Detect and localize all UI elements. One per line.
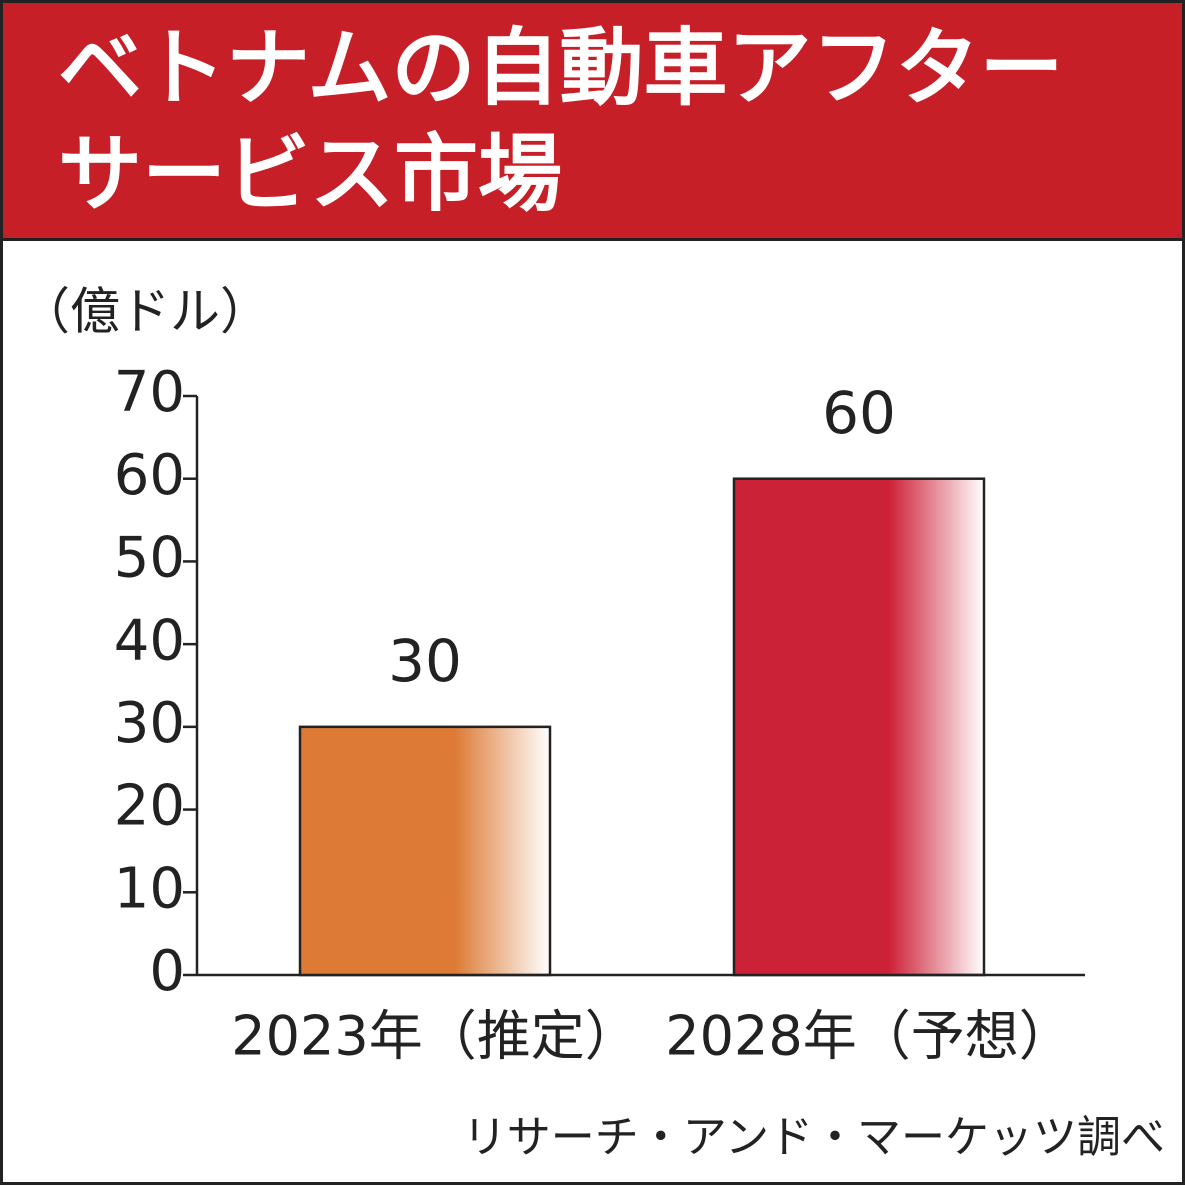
y-tick-label: 10 <box>114 856 185 921</box>
y-tick-label: 30 <box>114 691 185 756</box>
value-label: 60 <box>822 379 896 447</box>
y-tick-label: 50 <box>114 526 185 591</box>
y-tick-label: 0 <box>149 939 185 1004</box>
chart-title: ベトナムの自動車アフター <box>58 19 1063 117</box>
y-tick-label: 70 <box>114 360 185 425</box>
x-tick-label: 2028年（予想） <box>665 1005 1072 1068</box>
y-axis-label: （億ドル） <box>20 283 270 341</box>
bar <box>732 477 986 977</box>
x-tick-label: 2023年（推定） <box>231 1005 638 1068</box>
y-tick-label: 20 <box>114 774 185 839</box>
header <box>0 0 1185 241</box>
y-tick-label: 60 <box>114 443 185 508</box>
y-tick-label: 40 <box>114 608 185 673</box>
bar <box>298 725 552 977</box>
value-label: 30 <box>388 627 462 695</box>
source: リサーチ・アンド・マーケッツ調べ <box>463 1112 1165 1163</box>
chart-title: サービス市場 <box>58 125 562 223</box>
